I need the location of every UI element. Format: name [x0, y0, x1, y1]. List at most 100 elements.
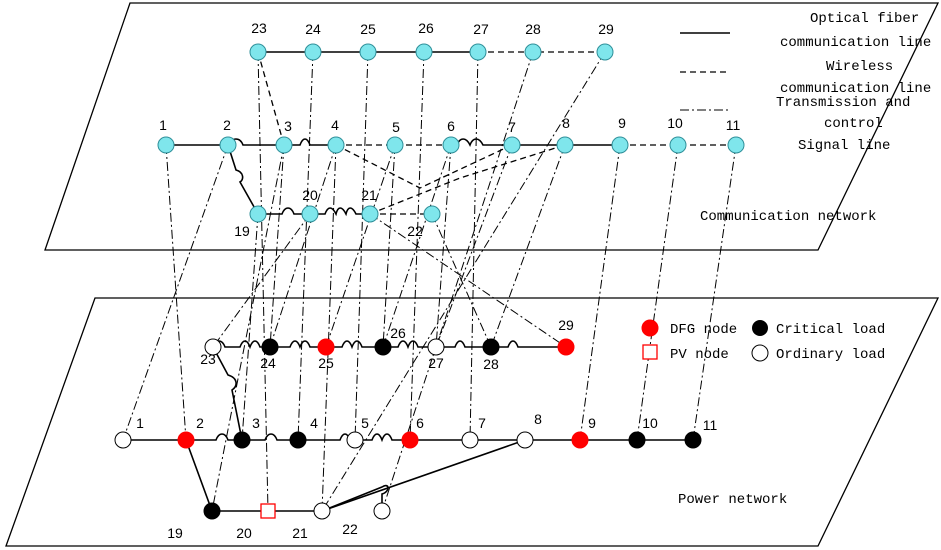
power-node-7 — [461, 431, 479, 449]
power-node-3 — [233, 431, 251, 449]
power-node-19 — [203, 502, 221, 520]
comm-node-label: 29 — [598, 21, 614, 37]
comm-node-4 — [327, 136, 345, 154]
comm-node-26 — [415, 43, 433, 61]
power-node-23 — [204, 338, 222, 356]
control-link-1-2 — [165, 144, 187, 441]
legend-ordinary-label: Ordinary load — [776, 347, 885, 363]
comm-node-10 — [669, 136, 687, 154]
control-link-3-19 — [211, 144, 285, 512]
comm-node-23 — [249, 43, 267, 61]
power-node-4 — [289, 431, 307, 449]
control-link-23-20 — [257, 51, 269, 512]
comm-node-27 — [469, 43, 487, 61]
comm-node-7 — [503, 136, 521, 154]
comm-node-label: 28 — [525, 21, 541, 37]
legend-fiber-label-2: communication line — [780, 35, 931, 51]
comm-node-label: 27 — [473, 21, 489, 37]
comm-node-label: 4 — [331, 117, 339, 133]
power-node-20 — [260, 503, 276, 519]
legend-fiber-label-1: Optical fiber — [810, 11, 919, 27]
power-node-label: 24 — [260, 355, 276, 371]
power-node-label: 22 — [342, 521, 358, 537]
power-node-label: 11 — [703, 417, 718, 433]
comm-node-25 — [359, 43, 377, 61]
control-link-7-27 — [435, 144, 513, 348]
comm-wireless-lines — [257, 51, 736, 215]
comm-node-9 — [611, 136, 629, 154]
comm-node-label: 11 — [726, 117, 741, 133]
comm-node-label: 24 — [305, 21, 321, 37]
power-network-title: Power network — [678, 492, 787, 508]
control-signal-lines — [122, 51, 737, 512]
comm-node-21 — [361, 205, 379, 223]
control-link-20-23 — [212, 213, 311, 348]
legend-pv-label: PV node — [670, 347, 729, 363]
power-node-10 — [628, 431, 646, 449]
legend-top: Optical fiber communication line Wireles… — [680, 11, 931, 154]
legend-dfg-label: DFG node — [670, 322, 737, 338]
comm-node-label: 3 — [284, 118, 292, 134]
power-node-label: 19 — [167, 525, 183, 541]
control-link-5-26 — [382, 144, 396, 348]
power-node-11 — [684, 431, 702, 449]
communication-plane — [44, 2, 940, 251]
power-node-label: 3 — [252, 415, 260, 431]
legend-critical-symbol — [752, 320, 768, 336]
comm-node-6 — [442, 136, 460, 154]
control-link-22-28 — [431, 213, 492, 348]
comm-node-label: 1 — [159, 117, 167, 133]
comm-node-label: 7 — [508, 119, 516, 135]
control-link-6-27 — [435, 144, 452, 348]
power-node-28 — [482, 338, 500, 356]
power-node-label: 5 — [361, 415, 369, 431]
comm-node-20 — [301, 205, 319, 223]
legend-control-label-3: Signal line — [798, 138, 890, 154]
power-node-1 — [114, 431, 132, 449]
control-link-2-1 — [122, 144, 229, 441]
power-node-6 — [401, 431, 419, 449]
power-node-2 — [177, 431, 195, 449]
power-node-label: 2 — [196, 415, 204, 431]
comm-node-label: 6 — [447, 118, 455, 134]
power-node-label: 4 — [310, 415, 318, 431]
power-node-label: 26 — [390, 325, 406, 341]
power-node-26 — [374, 338, 392, 356]
power-node-label: 10 — [642, 415, 658, 431]
comm-node-label: 26 — [418, 20, 434, 36]
control-link-8-28 — [490, 144, 566, 348]
power-node-label: 25 — [318, 355, 334, 371]
power-node-25 — [317, 338, 335, 356]
comm-node-label: 19 — [234, 223, 250, 239]
comm-node-label: 2 — [223, 117, 231, 133]
power-node-5 — [346, 431, 364, 449]
power-node-8 — [516, 431, 534, 449]
power-node-24 — [261, 338, 279, 356]
control-link-4-21 — [321, 144, 337, 512]
power-node-label: 6 — [416, 415, 424, 431]
legend-critical-label: Critical load — [776, 322, 885, 338]
comm-node-1 — [157, 136, 175, 154]
power-node-27 — [427, 338, 445, 356]
power-node-21 — [313, 502, 331, 520]
legend-dfg-symbol — [641, 319, 659, 337]
power-node-29 — [557, 338, 575, 356]
legend-wireless-label-1: Wireless — [826, 59, 893, 75]
comm-node-11 — [727, 136, 745, 154]
legend-control-label-2: control — [824, 116, 883, 132]
power-node-9 — [571, 431, 589, 449]
comm-node-24 — [304, 43, 322, 61]
control-link-19-3 — [241, 213, 259, 441]
power-node-label: 28 — [483, 356, 499, 372]
control-link-11-11 — [692, 144, 737, 441]
control-link-21-29 — [369, 213, 567, 348]
comm-node-label: 5 — [392, 119, 400, 135]
power-node-label: 7 — [478, 415, 486, 431]
comm-node-label: 8 — [562, 115, 570, 131]
control-link-28-22 — [381, 51, 534, 512]
control-link-24-4 — [297, 51, 314, 441]
comm-node-8 — [556, 136, 574, 154]
comm-node-2 — [219, 136, 237, 154]
